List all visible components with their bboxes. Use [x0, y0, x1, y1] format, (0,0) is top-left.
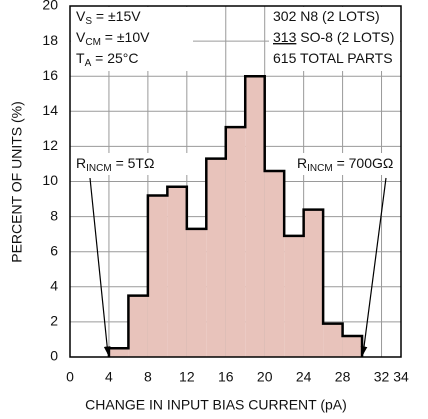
x-tick-label: 8 — [144, 369, 152, 385]
x-tick-label: 16 — [218, 369, 234, 385]
bar — [147, 195, 168, 357]
annotation: 302 N8 (2 LOTS) — [273, 8, 380, 24]
subscript: INCM — [307, 163, 333, 174]
y-axis-label: PERCENT OF UNITS (%) — [9, 101, 25, 263]
label-bg — [72, 153, 190, 175]
x-tick-label: 20 — [257, 369, 273, 385]
text: = ±10V — [101, 29, 150, 45]
bar — [303, 209, 324, 357]
arrow — [89, 177, 111, 355]
y-tick-label: 8 — [50, 207, 58, 223]
subscript: CM — [85, 37, 101, 48]
x-axis-label: CHANGE IN INPUT BIAS CURRENT (pA) — [85, 397, 347, 413]
annotation: 313 SO-8 (2 LOTS) — [273, 29, 394, 45]
y-tick-label: 4 — [50, 278, 58, 294]
y-tick-label: 12 — [42, 137, 58, 153]
bar — [264, 170, 285, 357]
legend-box — [71, 7, 193, 71]
histogram-outline — [107, 74, 364, 357]
y-tick-label: 0 — [50, 348, 58, 364]
subscript: INCM — [86, 163, 112, 174]
annotation: 615 TOTAL PARTS — [273, 50, 393, 66]
x-tick-label: 12 — [179, 369, 195, 385]
text: V — [76, 8, 86, 24]
y-tick-label: 14 — [42, 102, 58, 118]
text: = 700GΩ — [333, 155, 394, 171]
y-tick-label: 6 — [50, 242, 58, 258]
x-tick-label: 24 — [296, 369, 312, 385]
x-tick-label: 34 — [393, 369, 409, 385]
text: SO-8 (2 LOTS) — [296, 29, 394, 45]
text: = 25°C — [91, 50, 138, 66]
annotation: TA = 25°C — [76, 50, 138, 69]
y-tick-label: 10 — [42, 172, 58, 188]
text: R — [297, 155, 307, 171]
text: R — [76, 155, 86, 171]
bar — [206, 158, 226, 357]
bar — [245, 76, 265, 357]
text: V — [76, 29, 86, 45]
annotation: RINCM = 700GΩ — [297, 155, 393, 174]
bar — [225, 127, 246, 357]
bar — [186, 228, 207, 357]
x-tick-label: 32 — [374, 369, 390, 385]
subscript: S — [85, 16, 92, 27]
y-tick-label: 20 — [42, 0, 58, 13]
bar — [284, 235, 304, 357]
text: = ±15V — [92, 8, 141, 24]
bar — [323, 323, 343, 357]
annotation: RINCM = 5TΩ — [76, 155, 154, 174]
bar — [108, 348, 129, 357]
text: 615 TOTAL PARTS — [273, 50, 393, 66]
y-tick-label: 18 — [42, 32, 58, 48]
text: T — [76, 50, 85, 66]
label-bg — [293, 153, 399, 175]
x-tick-label: 28 — [335, 369, 351, 385]
y-tick-label: 2 — [50, 313, 58, 329]
bar — [167, 186, 187, 357]
annotation: VS = ±15V — [76, 8, 141, 27]
y-tick-label: 16 — [42, 67, 58, 83]
x-tick-label: 0 — [66, 369, 74, 385]
underlined-text: 313 — [273, 29, 297, 45]
text: = 5TΩ — [112, 155, 155, 171]
annotation: VCM = ±10V — [76, 29, 150, 48]
plot-frame — [69, 5, 402, 358]
text: 302 N8 (2 LOTS) — [273, 8, 380, 24]
subscript: A — [85, 58, 92, 69]
bar — [128, 295, 148, 357]
legend-box — [269, 7, 400, 71]
x-tick-label: 4 — [105, 369, 113, 385]
bar — [342, 335, 363, 357]
arrow — [360, 177, 387, 355]
